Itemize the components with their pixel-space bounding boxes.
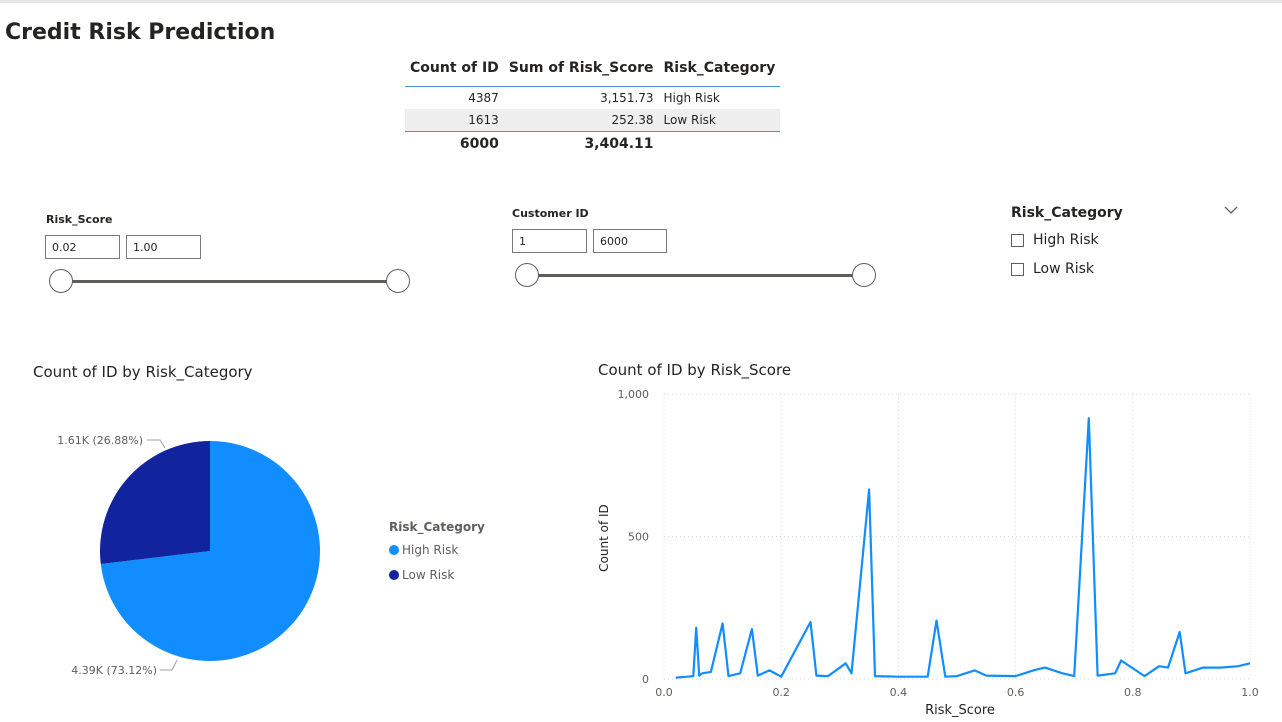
summary-table: Count of ID Sum of Risk_Score Risk_Categ… [405,57,781,157]
risk-score-slider-track[interactable] [62,280,398,283]
series-line-count[interactable] [675,417,1251,679]
x-tick-label: 1.0 [1241,686,1259,699]
x-tick-label: 0.6 [1007,686,1025,699]
risk-score-min-handle[interactable] [49,269,73,293]
customer-id-slicer-title: Customer ID [512,207,589,220]
risk-score-min-input[interactable]: 0.02 [45,235,120,259]
checkbox-low-risk[interactable] [1011,262,1024,276]
top-border [0,0,1282,3]
total-category-empty [659,132,781,157]
x-axis-ticks: 0.0 0.2 0.4 0.6 0.8 1.0 [655,686,1259,699]
line-chart-title: Count of ID by Risk_Score [598,361,792,379]
chevron-down-icon[interactable] [1224,205,1238,215]
y-tick-label: 0 [642,673,649,686]
x-tick-label: 0.0 [655,686,673,699]
x-axis-label: Risk_Score [925,703,995,718]
table-total-row: 6000 3,404.11 [405,131,781,157]
customer-id-max-input[interactable]: 6000 [593,229,667,253]
total-count: 6000 [459,136,499,152]
cell-count: 4387 [468,91,499,105]
table-row[interactable]: 1613 252.38 Low Risk [405,109,781,132]
risk-score-max-handle[interactable] [386,269,410,293]
checkbox-high-risk[interactable] [1011,233,1024,247]
y-axis-ticks: 0 500 1,000 [618,388,650,686]
label-leader-line [160,659,178,671]
x-tick-label: 0.2 [772,686,790,699]
option-label: High Risk [1033,232,1099,248]
cell-sum: 3,151.73 [600,91,654,105]
column-header-count[interactable]: Count of ID [410,60,499,76]
legend-item-high-risk[interactable]: High Risk [389,543,458,557]
table-row[interactable]: 4387 3,151.73 High Risk [405,87,780,110]
risk-score-max-input[interactable]: 1.00 [126,235,201,259]
column-header-sum[interactable]: Sum of Risk_Score [508,60,654,76]
page-title: Credit Risk Prediction [5,20,276,45]
risk-category-option-high[interactable]: High Risk [1011,232,1099,248]
cell-category: Low Risk [663,113,716,127]
line-chart: 0 500 1,000 0.0 0.2 0.4 0.6 0.8 1.0 Count of ID… [597,388,1259,718]
legend-label: High Risk [402,543,459,557]
pie-label-high-risk: 4.39K (73.12%) [71,664,157,677]
pie-slice-low-risk[interactable] [100,441,210,564]
customer-id-max-handle[interactable] [852,263,876,287]
cell-count: 1613 [468,113,499,127]
pie-chart-title: Count of ID by Risk_Category [33,363,253,381]
customer-id-min-handle[interactable] [515,263,539,287]
risk-score-slicer-title: Risk_Score [46,213,113,226]
risk-category-option-low[interactable]: Low Risk [1011,261,1094,277]
table-header-row: Count of ID Sum of Risk_Score Risk_Categ… [405,57,781,87]
chart-grid [663,393,1251,680]
x-tick-label: 0.4 [890,686,908,699]
pie-slice-high-risk[interactable] [100,441,320,661]
legend-dot-high-risk [389,545,399,555]
risk-category-slicer-title: Risk_Category [1011,205,1123,221]
cell-sum: 252.38 [611,113,654,127]
customer-id-min-input[interactable]: 1 [512,229,587,253]
y-axis-label: Count of ID [597,504,611,572]
legend-dot-low-risk [389,570,399,580]
option-label: Low Risk [1033,261,1095,277]
cell-category: High Risk [663,91,720,105]
total-sum: 3,404.11 [584,136,654,152]
y-tick-label: 1,000 [618,388,650,401]
pie-label-low-risk: 1.61K (26.88%) [57,434,143,447]
y-tick-label: 500 [628,531,649,544]
legend-label: Low Risk [402,568,455,582]
pie-chart: 1.61K (26.88%) 4.39K (73.12%) [57,434,320,677]
customer-id-slider-track[interactable] [528,274,864,277]
pie-legend-title: Risk_Category [389,520,485,534]
column-header-category[interactable]: Risk_Category [663,60,776,76]
x-tick-label: 0.8 [1124,686,1142,699]
label-leader-line [147,439,166,449]
legend-item-low-risk[interactable]: Low Risk [389,568,454,582]
